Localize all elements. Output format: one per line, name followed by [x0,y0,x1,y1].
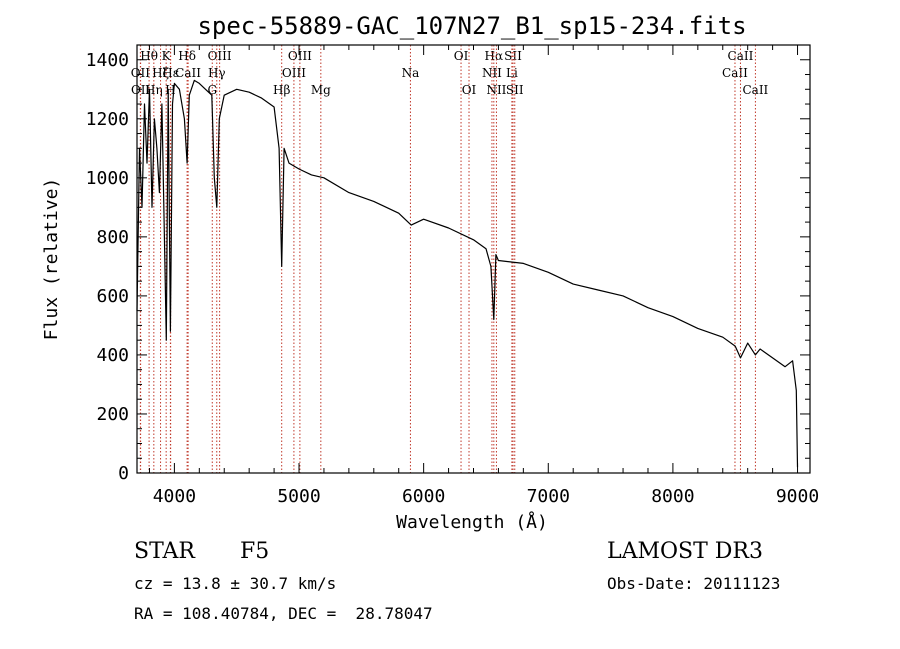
object-class: STAR [134,539,195,564]
spectral-line-label: Hγ [208,66,226,80]
y-tick-label: 1000 [86,168,129,189]
observation-date: Obs-Date: 20111123 [607,574,781,593]
spectral-line-label: NII [482,66,502,80]
y-axis-label: Flux (relative) [41,178,62,341]
spectral-line-label: OIII [288,49,312,63]
spectral-line-label: G [207,83,217,97]
ra-dec-coordinates: RA = 108.40784, DEC = 28.78047 [134,604,433,623]
x-tick-label: 9000 [776,486,819,507]
plot-frame [136,44,811,474]
spectrum-series-line [136,79,799,468]
spectral-line-label: Hε [162,66,179,80]
spectral-line-label: Na [402,66,420,80]
y-tick-label: 800 [96,227,129,248]
spectral-line-label: Hβ [273,83,290,97]
spectral-subclass: F5 [240,539,270,564]
x-tick-label: 6000 [402,486,445,507]
spectral-line-label: Li [506,66,518,80]
spectral-line-label: OIII [208,49,232,63]
spectral-line-label: Hθ [140,49,158,63]
spectral-line-label: Hζ [152,66,169,80]
x-tick-label: 8000 [651,486,694,507]
spectral-line-label: H [165,83,175,97]
spectral-line-label: OII [131,83,151,97]
y-tick-label: 400 [96,345,129,366]
spectral-line-label: CaII [742,83,768,97]
x-tick-label: 5000 [277,486,320,507]
spectral-line-label: CaII [728,49,754,63]
spectral-line-label: OI [462,83,477,97]
survey-name: LAMOST DR3 [607,539,763,564]
y-tick-label: 1400 [86,50,129,71]
x-tick-label: 4000 [153,486,196,507]
spectral-line-label: OI [454,49,469,63]
redshift-cz: cz = 13.8 ± 30.7 km/s [134,574,337,593]
spectral-line-label: Mg [311,83,331,97]
spectral-line-label: Hα [485,49,504,63]
spectral-line-label: Hη [145,83,163,97]
x-tick-label: 7000 [527,486,570,507]
spectral-line-label: SII [506,83,524,97]
y-tick-label: 1200 [86,109,129,130]
spectral-line-label: CaII [722,66,748,80]
y-tick-label: 0 [118,463,129,484]
spectral-line-label: CaII [175,66,201,80]
spectral-line-label: K [162,49,172,63]
x-axis-label: Wavelength (Å) [396,511,548,533]
y-tick-label: 600 [96,286,129,307]
spectral-line-label: Hδ [178,49,196,63]
spectral-line-label: NII [486,83,506,97]
y-tick-label: 200 [96,404,129,425]
chart-title: spec-55889-GAC_107N27_B1_sp15-234.fits [197,12,746,40]
spectral-line-label: OIII [282,66,306,80]
spectral-line-label: SII [504,49,522,63]
